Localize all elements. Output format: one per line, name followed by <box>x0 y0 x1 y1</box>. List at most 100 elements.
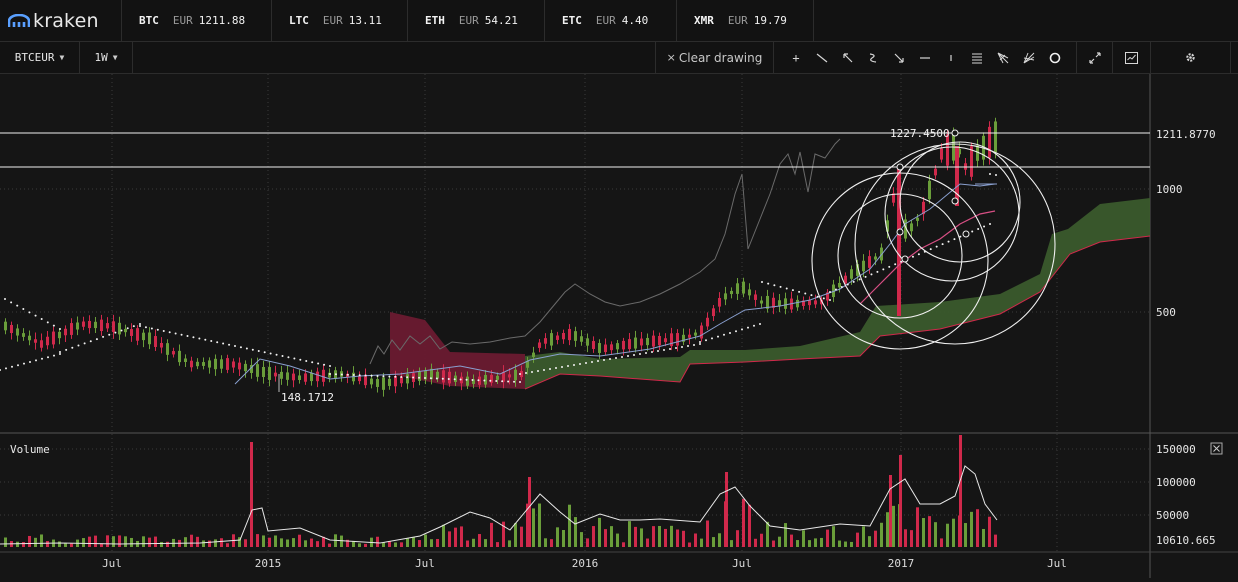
volume-bar <box>676 529 679 547</box>
ticker-xmr[interactable]: XMR EUR 19.79 <box>677 0 814 41</box>
clear-drawing-button[interactable]: × Clear drawing <box>655 42 774 73</box>
volume-axis-label: 150000 <box>1156 443 1196 456</box>
candle <box>796 299 799 308</box>
horizontal-line-icon[interactable] <box>912 42 938 73</box>
fib-levels-icon[interactable] <box>964 42 990 73</box>
sar-dot <box>317 362 320 365</box>
candle <box>202 362 205 366</box>
sar-dot <box>334 373 337 376</box>
candle <box>148 332 151 345</box>
trend-line-icon[interactable] <box>809 42 835 73</box>
sar-dot <box>804 292 807 295</box>
candle <box>808 300 811 306</box>
circle-drawing <box>899 141 1021 263</box>
candle <box>394 376 397 387</box>
sar-dot <box>245 347 248 350</box>
volume-bar <box>976 509 979 547</box>
cloud-lower-edge <box>524 235 1151 390</box>
volume-bar <box>528 477 531 547</box>
volume-bar <box>838 540 841 547</box>
fan-icon[interactable] <box>1016 42 1042 73</box>
pitchfork-icon[interactable] <box>990 42 1016 73</box>
candle <box>4 321 7 331</box>
candle <box>538 342 541 348</box>
candle <box>106 323 109 329</box>
candle <box>40 340 43 348</box>
volume-bar <box>544 538 547 547</box>
candle <box>934 168 937 176</box>
volume-bar <box>28 535 31 547</box>
volume-bar <box>214 539 217 547</box>
candle <box>94 321 97 329</box>
candle <box>682 334 685 342</box>
candle <box>712 308 715 317</box>
candlestick-series <box>4 117 997 397</box>
sar-dot <box>192 336 195 339</box>
candle <box>904 219 907 239</box>
candle <box>286 372 289 380</box>
vertical-line-icon[interactable] <box>938 42 964 73</box>
sar-dot <box>465 378 468 381</box>
arrow-icon[interactable] <box>835 42 861 73</box>
chart-type-icon[interactable] <box>1113 42 1151 73</box>
ticker-symbol: XMR <box>694 14 714 27</box>
sar-dot <box>198 337 201 340</box>
volume-bar <box>274 535 277 547</box>
candle <box>955 146 959 206</box>
price-axis-label: 1000 <box>1156 183 1183 196</box>
volume-bar <box>268 537 271 547</box>
sar-dot <box>609 358 611 360</box>
sar-dot <box>65 348 68 351</box>
sar-dot <box>95 338 98 341</box>
fullscreen-icon[interactable] <box>1076 42 1113 73</box>
sar-dot <box>23 362 25 365</box>
volume-bar <box>184 537 187 547</box>
candle <box>640 338 643 346</box>
price-chart[interactable]: Jul 2015 Jul 2016 Jul 2017 Jul 1211.8770 1000 500… <box>0 74 1238 578</box>
sar-dot <box>329 373 331 375</box>
candle <box>178 350 181 363</box>
volume-bar <box>358 543 361 547</box>
time-axis-label: Jul <box>415 557 435 570</box>
sar-dot <box>47 356 49 359</box>
volume-bar <box>130 537 133 547</box>
candle <box>766 295 769 309</box>
volume-bar <box>298 534 301 547</box>
volume-bar <box>574 517 577 547</box>
arrow-down-icon[interactable] <box>886 42 912 73</box>
candle <box>472 379 475 384</box>
sar-dot <box>11 365 13 368</box>
candle <box>592 341 595 349</box>
chart-area[interactable]: Jul 2015 Jul 2016 Jul 2017 Jul 1211.8770 1000 500… <box>0 74 1238 578</box>
time-axis-label: Jul <box>1047 557 1067 570</box>
plus-icon[interactable]: + <box>792 50 800 65</box>
volume-bar <box>640 528 643 547</box>
lagging-span-line <box>369 138 841 365</box>
kraken-logo[interactable]: kraken <box>0 0 122 41</box>
candle <box>22 333 25 337</box>
interval-selector[interactable]: 1W ▼ <box>80 42 133 73</box>
ticker-ltc[interactable]: LTC EUR 13.11 <box>272 0 408 41</box>
pair-selector[interactable]: BTCEUR ▼ <box>0 42 80 73</box>
drawing-anchor-handle <box>962 230 970 238</box>
sar-dot <box>257 350 260 352</box>
volume-bar <box>742 498 745 547</box>
gear-icon[interactable] <box>1151 42 1231 73</box>
sar-dot <box>239 346 242 349</box>
candle <box>874 256 877 260</box>
volume-bar <box>454 527 457 547</box>
ticker-eth[interactable]: ETH EUR 54.21 <box>408 0 545 41</box>
volume-bar <box>664 528 667 547</box>
ticker-btc[interactable]: BTC EUR 1211.88 <box>122 0 272 41</box>
sar-dot <box>579 363 581 365</box>
close-volume-icon[interactable] <box>1210 442 1223 455</box>
wave-icon[interactable] <box>860 42 886 73</box>
volume-bar <box>394 542 397 547</box>
candle <box>430 368 433 380</box>
volume-bar <box>994 534 997 547</box>
volume-bar <box>694 533 697 547</box>
circle-icon[interactable] <box>1042 42 1068 73</box>
ticker-etc[interactable]: ETC EUR 4.40 <box>545 0 677 41</box>
candle <box>100 319 103 332</box>
candle <box>34 339 37 343</box>
